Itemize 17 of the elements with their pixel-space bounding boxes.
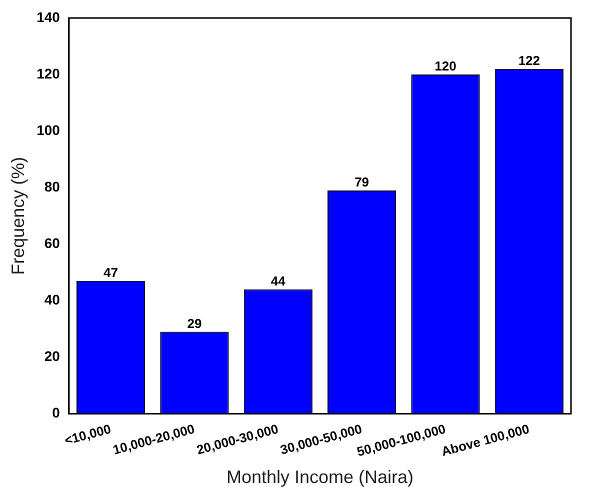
y-tick-label: 140 (36, 8, 60, 25)
y-tick-label: 60 (44, 235, 60, 252)
y-tick-label: 40 (44, 292, 60, 308)
data-label: 79 (354, 174, 370, 190)
y-tick-label: 0 (52, 404, 60, 421)
data-label: 120 (434, 58, 456, 74)
data-label: 29 (187, 316, 202, 331)
x-axis-title: Monthly Income (Naira) (226, 467, 414, 488)
y-tick-label: 80 (44, 178, 60, 194)
x-tick-label: <10,000 (62, 421, 112, 448)
y-tick-label: 20 (44, 348, 60, 364)
data-label: 44 (270, 273, 286, 288)
y-tick-label: 100 (36, 122, 60, 138)
data-label: 47 (104, 264, 118, 280)
y-tick-label: 120 (36, 65, 60, 82)
data-label: 122 (518, 52, 540, 68)
y-axis-title: Frequency (%) (8, 156, 28, 275)
